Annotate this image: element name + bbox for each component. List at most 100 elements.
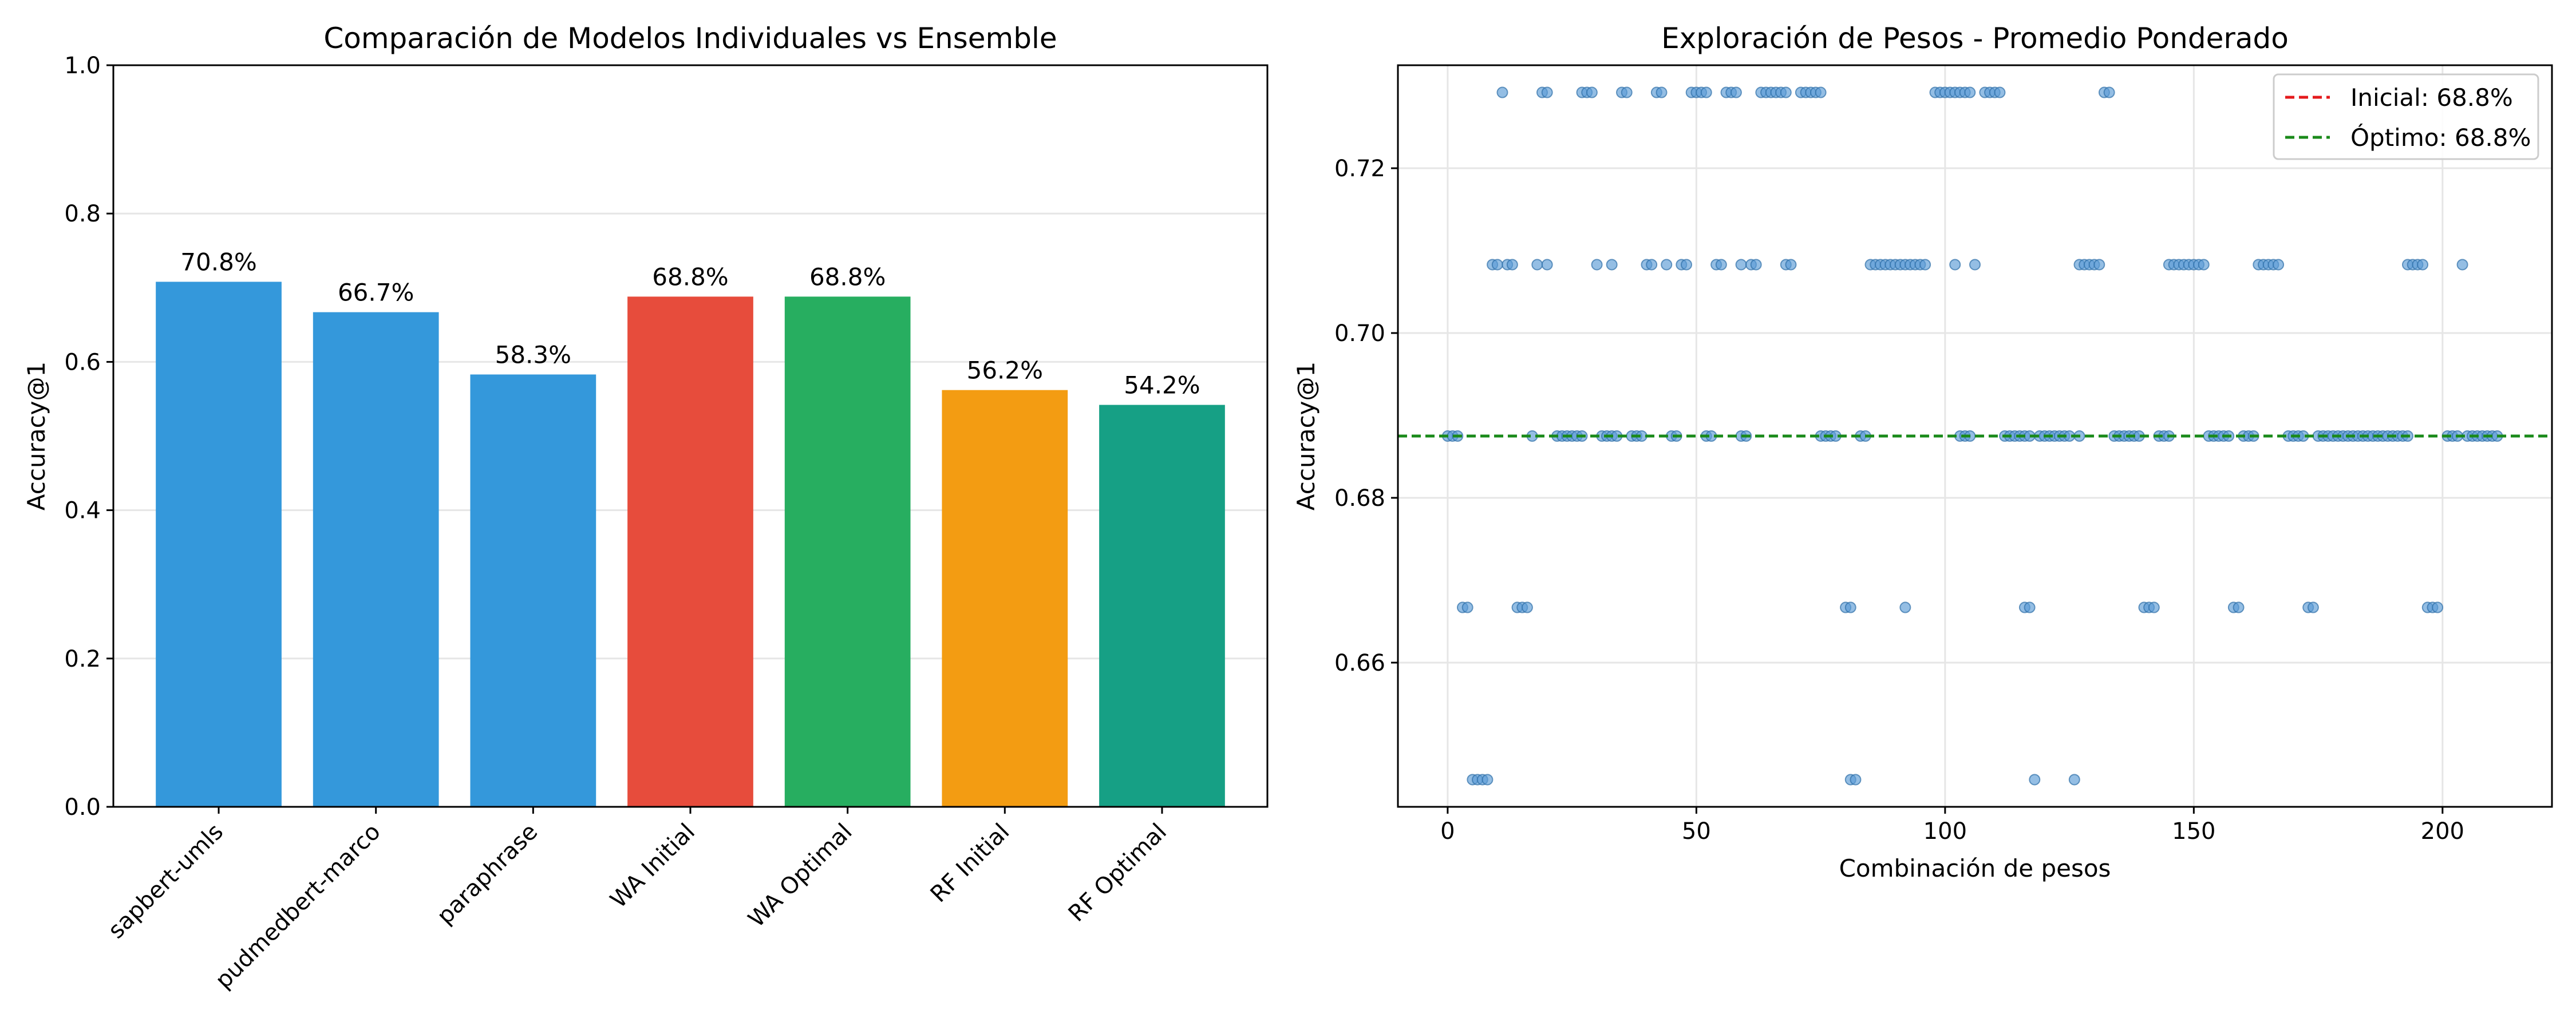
bar-rf-initial bbox=[942, 390, 1068, 807]
scatter-point bbox=[1656, 86, 1668, 98]
scatter-point bbox=[1850, 774, 1862, 786]
bar-chart-title: Comparación de Modelos Individuales vs E… bbox=[323, 22, 1057, 55]
bar-rf-optimal bbox=[1099, 405, 1225, 807]
scatter-point bbox=[1919, 259, 1931, 271]
bar-wa-optimal bbox=[784, 296, 911, 807]
bar-chart: Comparación de Modelos Individuales vs E… bbox=[22, 22, 1269, 994]
scatter-chart-x-axis-label: Combinación de pesos bbox=[1839, 854, 2111, 882]
bar-y-tick-label: 0.6 bbox=[64, 349, 101, 375]
scatter-point bbox=[1715, 259, 1727, 271]
bar-value-label: 68.8% bbox=[652, 263, 728, 291]
scatter-point bbox=[1541, 86, 1553, 98]
scatter-point bbox=[1700, 86, 1712, 98]
scatter-point bbox=[1646, 259, 1658, 271]
bar-value-label: 56.2% bbox=[967, 356, 1043, 385]
scatter-x-tick-label: 200 bbox=[2421, 818, 2464, 845]
bar-value-label: 54.2% bbox=[1124, 371, 1200, 399]
scatter-point bbox=[1899, 601, 1911, 613]
bar-chart-y-ticks: 0.0 0.2 0.4 0.6 0.8 1.0 bbox=[64, 53, 113, 821]
scatter-chart-x-ticks: 0 50 100 150 200 bbox=[1440, 807, 2464, 845]
scatter-y-tick-label: 0.72 bbox=[1334, 156, 1385, 182]
scatter-point bbox=[1496, 86, 1508, 98]
scatter-y-tick-label: 0.68 bbox=[1334, 485, 1385, 512]
scatter-point bbox=[2233, 601, 2245, 613]
scatter-x-tick-label: 150 bbox=[2172, 818, 2215, 845]
scatter-point bbox=[1661, 259, 1673, 271]
bar-x-tick-label: RF Optimal bbox=[1064, 819, 1172, 927]
scatter-point bbox=[1531, 259, 1543, 271]
scatter-y-tick-label: 0.66 bbox=[1334, 650, 1385, 676]
scatter-point bbox=[1521, 601, 1533, 613]
scatter-point bbox=[1949, 259, 1961, 271]
bar-chart-y-axis-label: Accuracy@1 bbox=[22, 362, 50, 510]
scatter-point bbox=[2307, 601, 2319, 613]
scatter-chart-y-axis-label: Accuracy@1 bbox=[1292, 362, 1320, 510]
bar-y-tick-label: 0.8 bbox=[64, 201, 101, 227]
bar-y-tick-label: 0.0 bbox=[64, 794, 101, 821]
legend-box bbox=[2273, 73, 2539, 160]
bar-x-tick-label: sapbert-umls bbox=[103, 819, 228, 944]
bar-chart-bars bbox=[156, 282, 1225, 807]
scatter-point bbox=[2024, 601, 2036, 613]
bar-wa-initial bbox=[627, 296, 753, 807]
bar-value-label: 66.7% bbox=[338, 279, 414, 307]
bar-sapbert-umls bbox=[156, 282, 282, 807]
bar-y-tick-label: 1.0 bbox=[64, 53, 101, 79]
scatter-point bbox=[1621, 86, 1633, 98]
scatter-point bbox=[1994, 86, 2006, 98]
scatter-point bbox=[1964, 86, 1976, 98]
bar-value-label: 58.3% bbox=[495, 340, 571, 369]
scatter-point bbox=[1681, 259, 1692, 271]
bar-value-label: 70.8% bbox=[180, 248, 256, 276]
scatter-point bbox=[1730, 86, 1742, 98]
bar-value-label: 68.8% bbox=[809, 263, 886, 291]
legend-label-inicial: Inicial: 68.8% bbox=[2350, 84, 2513, 112]
bar-paraphrase bbox=[470, 374, 596, 807]
scatter-point bbox=[2068, 774, 2080, 786]
bar-chart-value-labels: 70.8% 66.7% 58.3% 68.8% 68.8% 56.2% 54.2% bbox=[180, 248, 1200, 399]
scatter-x-tick-label: 50 bbox=[1682, 818, 1711, 845]
scatter-point bbox=[2029, 774, 2041, 786]
scatter-point bbox=[1481, 774, 1494, 786]
scatter-chart-points bbox=[1441, 86, 2503, 786]
scatter-point bbox=[1785, 259, 1797, 271]
scatter-x-tick-label: 0 bbox=[1440, 818, 1455, 845]
bar-x-tick-label: WA Optimal bbox=[744, 819, 858, 933]
scatter-point bbox=[1506, 259, 1518, 271]
scatter-point bbox=[1591, 259, 1603, 271]
scatter-point bbox=[1461, 601, 1473, 613]
scatter-chart: Exploración de Pesos - Promedio Ponderad… bbox=[1292, 22, 2553, 882]
scatter-x-tick-label: 100 bbox=[1923, 818, 1967, 845]
scatter-chart-frame bbox=[1397, 64, 2553, 808]
scatter-point bbox=[1750, 259, 1762, 271]
scatter-point bbox=[2417, 259, 2429, 271]
scatter-point bbox=[2103, 86, 2115, 98]
scatter-chart-title: Exploración de Pesos - Promedio Ponderad… bbox=[1661, 22, 2289, 55]
scatter-point bbox=[2093, 259, 2105, 271]
legend-label-optimo: Óptimo: 68.8% bbox=[2350, 123, 2531, 152]
scatter-chart-y-ticks: 0.66 0.68 0.70 0.72 bbox=[1334, 156, 1398, 676]
scatter-point bbox=[2432, 601, 2444, 613]
bar-pudmedbert-marco bbox=[313, 312, 439, 807]
scatter-point bbox=[2198, 259, 2210, 271]
scatter-point bbox=[1780, 86, 1792, 98]
scatter-point bbox=[1844, 601, 1856, 613]
scatter-point bbox=[1491, 259, 1503, 271]
bar-x-tick-label: pudmedbert-marco bbox=[210, 819, 385, 994]
bar-x-tick-label: WA Initial bbox=[606, 819, 701, 914]
scatter-chart-legend: Inicial: 68.8% Óptimo: 68.8% bbox=[2273, 73, 2539, 160]
bar-x-tick-label: RF Initial bbox=[926, 819, 1015, 908]
scatter-point bbox=[1969, 259, 1981, 271]
scatter-y-tick-label: 0.70 bbox=[1334, 320, 1385, 347]
scatter-point bbox=[2273, 259, 2285, 271]
scatter-point bbox=[2456, 259, 2468, 271]
bar-y-tick-label: 0.4 bbox=[64, 498, 101, 524]
bar-x-tick-label: paraphrase bbox=[432, 819, 543, 930]
scatter-point bbox=[1541, 259, 1553, 271]
bar-y-tick-label: 0.2 bbox=[64, 646, 101, 672]
scatter-point bbox=[1735, 259, 1747, 271]
scatter-point bbox=[1815, 86, 1827, 98]
scatter-point bbox=[1586, 86, 1598, 98]
